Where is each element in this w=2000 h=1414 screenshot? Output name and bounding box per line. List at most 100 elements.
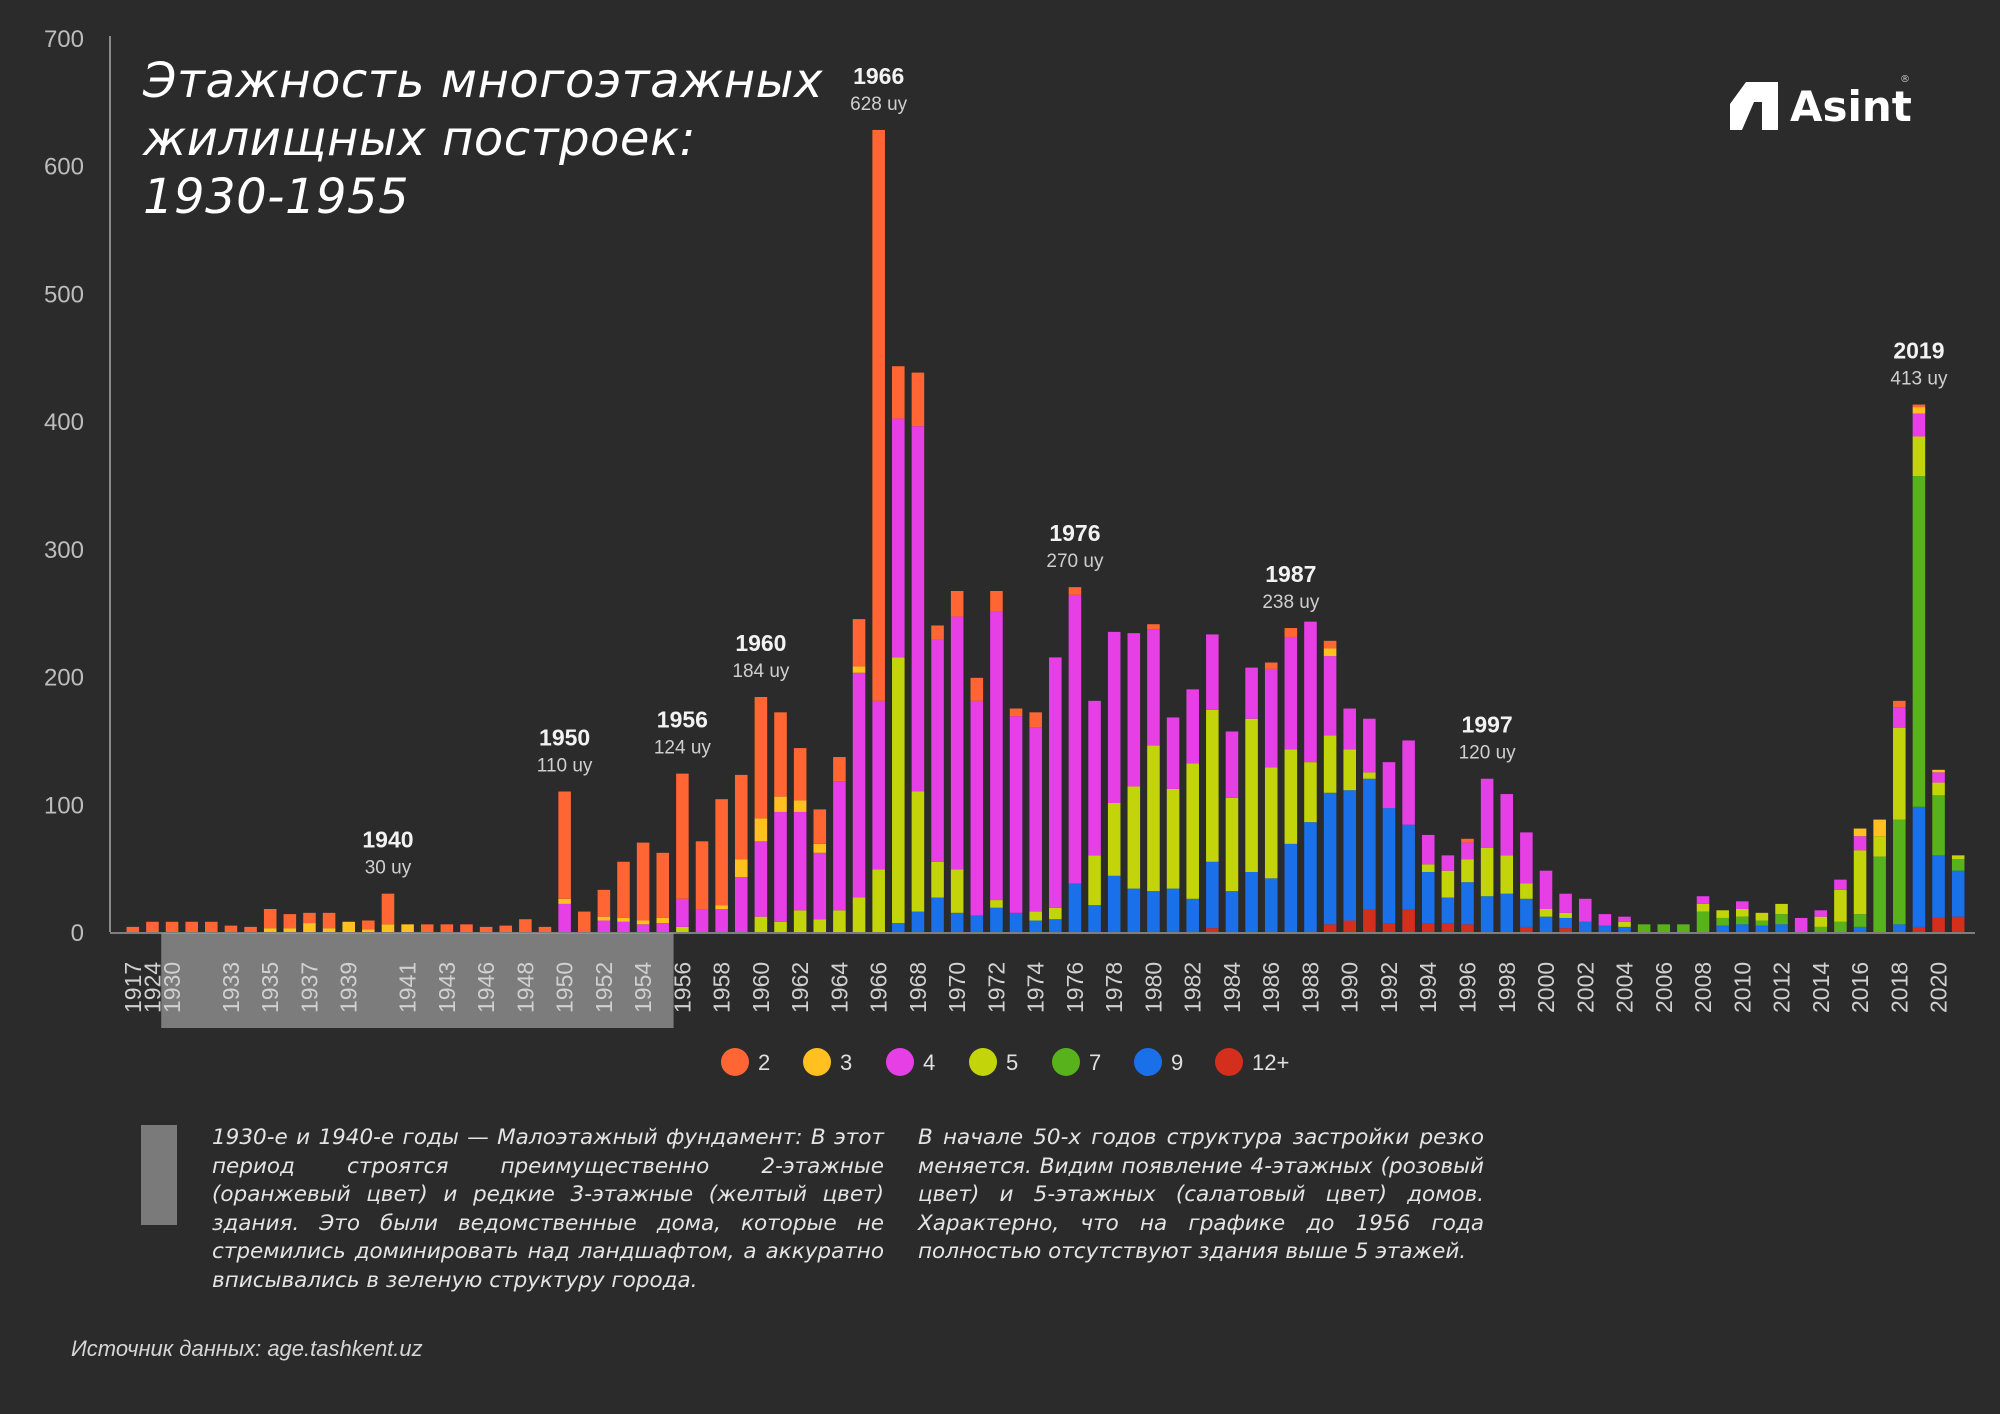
- bar-segment-5: [1225, 797, 1239, 892]
- bar-segment-7: [1677, 924, 1690, 932]
- bar-segment-12+: [1912, 926, 1926, 932]
- bar-segment-7: [1814, 926, 1828, 932]
- bar-segment-3: [636, 920, 650, 925]
- bar-segment-9: [1284, 843, 1298, 932]
- bar-segment-2: [950, 591, 964, 617]
- bar-segment-2: [1068, 587, 1082, 595]
- bar-segment-5: [1029, 911, 1042, 921]
- bar-segment-4: [1500, 794, 1514, 856]
- x-tick-label: 1952: [591, 962, 617, 1013]
- bar-segment-2: [224, 925, 238, 932]
- bar-segment-5: [676, 926, 689, 932]
- bar-segment-3: [715, 905, 728, 910]
- annotation-value: 110 uy: [537, 756, 593, 777]
- bar-segment-4: [1147, 629, 1160, 746]
- x-tick-label: 2016: [1847, 962, 1873, 1013]
- bar-segment-4: [1480, 778, 1494, 848]
- bar-segment-9: [1363, 778, 1376, 910]
- bar-segment-9: [1068, 883, 1082, 932]
- bar-segment-2: [676, 773, 689, 899]
- bar-segment-3: [852, 666, 866, 673]
- bar-segment-9: [990, 907, 1003, 932]
- bar-segment-9: [1245, 871, 1258, 932]
- bar-segment-5: [1696, 903, 1710, 912]
- bar-segment-2: [597, 889, 611, 917]
- bar-segment-4: [676, 898, 689, 927]
- bar-segment-4: [734, 877, 748, 932]
- bar-segment-9: [1382, 808, 1396, 924]
- bar-segment-2: [813, 809, 827, 844]
- bar-segment-2: [911, 372, 925, 427]
- bar-segment-4: [1834, 879, 1847, 890]
- legend-label: 12+: [1252, 1050, 1289, 1075]
- bar-segment-4: [911, 426, 925, 792]
- title-line-3: 1930-1955: [143, 169, 410, 225]
- bar-segment-4: [1893, 707, 1906, 728]
- bar-segment-9: [1736, 924, 1749, 932]
- bar-segment-5: [754, 916, 768, 932]
- bar-segment-9: [1775, 924, 1788, 932]
- bar-segment-2: [970, 677, 984, 701]
- bar-segment-4: [1088, 700, 1101, 856]
- x-tick-label: 2014: [1808, 962, 1834, 1013]
- bar-segment-9: [1343, 790, 1357, 921]
- bar-segment-5: [911, 791, 925, 912]
- y-tick-label: 0: [71, 920, 84, 947]
- bar-segment-5: [1323, 735, 1337, 793]
- legend-swatch-12+: [1215, 1048, 1243, 1076]
- bar-segment-3: [1912, 407, 1926, 414]
- x-tick-label: 1974: [1023, 962, 1049, 1013]
- x-tick-label: 1924: [139, 962, 165, 1013]
- bar-segment-2: [519, 919, 532, 932]
- annotation-year: 2019: [1893, 338, 1944, 364]
- bar-segment-3: [774, 796, 787, 812]
- bar-segment-9: [931, 897, 944, 932]
- bar-segment-5: [1088, 855, 1101, 906]
- bar-segment-9: [1755, 925, 1769, 932]
- bar-segment-3: [283, 928, 297, 932]
- bar-segment-4: [1304, 621, 1317, 763]
- bar-segment-12+: [1520, 926, 1533, 932]
- bar-segment-4: [1363, 718, 1376, 773]
- x-tick-label: 1917: [120, 962, 146, 1013]
- bar-segment-4: [1225, 731, 1239, 798]
- asint-logo-mark-icon: [1730, 82, 1778, 130]
- bar-segment-2: [617, 861, 630, 918]
- bar-segment-5: [872, 869, 885, 932]
- bar-segment-4: [970, 700, 984, 916]
- bar-segment-2: [146, 921, 159, 932]
- annotation-year: 1956: [657, 707, 708, 733]
- annotation-value: 120 uy: [1459, 743, 1517, 764]
- bar-segment-9: [970, 915, 984, 932]
- legend-label: 4: [923, 1050, 935, 1075]
- bar-segment-4: [1578, 898, 1592, 922]
- bar-segment-9: [1421, 871, 1435, 924]
- bar-segment-9: [1147, 891, 1160, 932]
- bar-segment-7: [1755, 920, 1769, 926]
- bar-segment-4: [1421, 834, 1435, 865]
- x-tick-label: 1976: [1062, 962, 1088, 1013]
- bar-segment-5: [1775, 903, 1788, 915]
- x-tick-label: 2010: [1729, 962, 1755, 1013]
- bar-segment-4: [872, 700, 885, 870]
- bar-segment-3: [656, 917, 670, 924]
- bar-segment-2: [1009, 708, 1023, 717]
- bar-segment-9: [911, 911, 925, 932]
- bar-segment-12+: [1206, 928, 1219, 932]
- bar-segment-5: [1284, 749, 1298, 844]
- bar-segment-4: [774, 811, 787, 922]
- annotation-year: 1960: [735, 630, 786, 656]
- bar-segment-2: [715, 799, 728, 906]
- bar-segment-4: [833, 781, 846, 911]
- bar-segment-7: [1775, 914, 1788, 925]
- logo-text: Asint: [1790, 81, 1912, 131]
- annotation-year: 1950: [539, 725, 590, 751]
- bar-segment-2: [852, 619, 866, 667]
- bar-segment-2: [892, 366, 905, 419]
- bar-segment-9: [1264, 878, 1278, 932]
- bar-segment-5: [1480, 847, 1494, 897]
- bar-segment-7: [1912, 476, 1926, 807]
- x-tick-label: 1998: [1494, 962, 1520, 1013]
- bar-segment-2: [165, 921, 179, 932]
